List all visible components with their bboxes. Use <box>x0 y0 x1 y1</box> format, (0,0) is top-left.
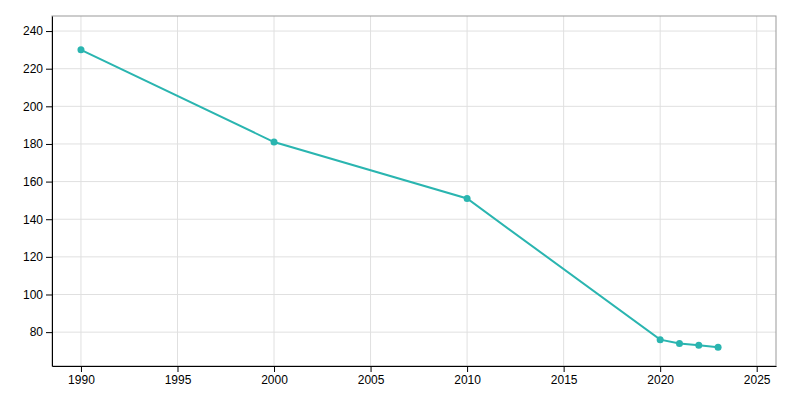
chart: 1990 1995 2000 2005 2010 2015 2020 2025 80 100 120… <box>0 0 800 400</box>
x-tick-label: 2025 <box>744 373 771 387</box>
x-tick-label: 1995 <box>165 373 192 387</box>
x-tick-mark <box>467 366 468 372</box>
x-tick-label: 2010 <box>454 373 481 387</box>
y-tick-mark <box>46 69 52 70</box>
y-grid-line <box>52 294 776 295</box>
y-grid-line <box>52 256 776 257</box>
y-axis-line <box>52 17 53 367</box>
y-tick: 200 <box>23 100 52 114</box>
x-tick: 2015 <box>551 366 578 387</box>
y-tick-mark <box>46 257 52 258</box>
y-tick-label: 80 <box>30 325 44 339</box>
plot-frame <box>52 16 776 366</box>
y-grid-line <box>52 31 776 32</box>
y-tick-label: 160 <box>23 175 43 189</box>
y-tick-label: 100 <box>23 288 43 302</box>
x-tick-label: 2005 <box>358 373 385 387</box>
x-tick-mark <box>371 366 372 372</box>
y-tick-label: 220 <box>23 62 43 76</box>
x-tick-label: 2000 <box>261 373 288 387</box>
y-tick: 240 <box>23 24 52 38</box>
y-tick: 100 <box>23 288 52 302</box>
y-grid-line <box>52 68 776 69</box>
y-tick-label: 180 <box>23 137 43 151</box>
x-tick: 2005 <box>358 366 385 387</box>
y-tick-mark <box>46 332 52 333</box>
x-tick-mark <box>757 366 758 372</box>
point <box>676 340 683 347</box>
marks <box>77 46 721 350</box>
x-axis: 1990 1995 2000 2005 2010 2015 2020 2025 <box>53 366 777 387</box>
y-tick: 120 <box>23 250 52 264</box>
x-tick-mark <box>564 366 565 372</box>
y-tick: 80 <box>30 325 52 339</box>
y-tick-mark <box>46 144 52 145</box>
y-tick-mark <box>46 219 52 220</box>
x-tick-mark <box>660 366 661 372</box>
y-tick-label: 200 <box>23 100 43 114</box>
x-tick: 2010 <box>454 366 481 387</box>
point <box>77 46 84 53</box>
y-tick-label: 120 <box>23 250 43 264</box>
line <box>81 50 718 347</box>
y-grid-line <box>52 219 776 220</box>
point <box>271 139 278 146</box>
y-tick-label: 240 <box>23 24 43 38</box>
y-tick: 220 <box>23 62 52 76</box>
x-tick-mark <box>274 366 275 372</box>
y-tick-mark <box>46 182 52 183</box>
point <box>715 344 722 351</box>
x-tick-label: 2015 <box>551 373 578 387</box>
y-grid-line <box>52 143 776 144</box>
x-tick-label: 2020 <box>647 373 674 387</box>
plot: 1990 1995 2000 2005 2010 2015 2020 2025 80 100 120… <box>23 16 777 387</box>
x-tick-mark <box>81 366 82 372</box>
y-tick-mark <box>46 106 52 107</box>
y-tick-label: 140 <box>23 213 43 227</box>
y-grid-line <box>52 181 776 182</box>
point <box>695 342 702 349</box>
y-tick: 160 <box>23 175 52 189</box>
y-grid-line <box>52 332 776 333</box>
x-tick: 2000 <box>261 366 288 387</box>
x-tick: 2025 <box>744 366 771 387</box>
x-axis-line <box>53 366 777 367</box>
x-tick: 2020 <box>647 366 674 387</box>
y-grid-line <box>52 106 776 107</box>
y-tick: 180 <box>23 137 52 151</box>
x-tick-label: 1990 <box>68 373 95 387</box>
point <box>464 195 471 202</box>
y-tick-mark <box>46 31 52 32</box>
x-tick: 1995 <box>165 366 192 387</box>
grid <box>52 16 776 366</box>
point <box>657 336 664 343</box>
y-tick-mark <box>46 294 52 295</box>
y-axis: 80 100 120 140 160 180 200 220 240 <box>23 17 53 367</box>
x-tick-mark <box>177 366 178 372</box>
y-tick: 140 <box>23 213 52 227</box>
x-tick: 1990 <box>68 366 95 387</box>
